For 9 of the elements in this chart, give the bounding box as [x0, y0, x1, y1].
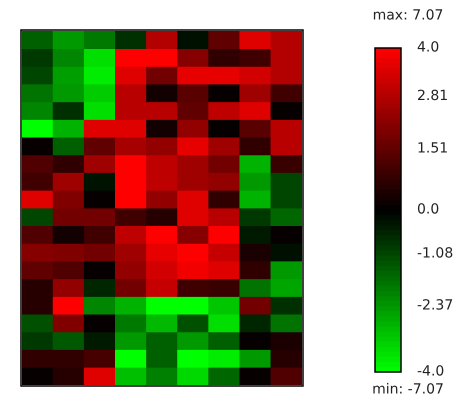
- color-bar-label: 2.81: [417, 88, 448, 104]
- color-bar-label: -2.37: [417, 298, 454, 314]
- color-bar-label: -1.08: [417, 245, 454, 262]
- text: min: -7.07: [372, 382, 444, 398]
- color-bar-label: 0.0: [417, 202, 440, 218]
- text: max: 7.07: [372, 8, 444, 24]
- color-bar-label: 1.51: [417, 140, 448, 156]
- color-bar-label: 4.0: [417, 40, 440, 56]
- color-bar-label: -4.0: [417, 364, 444, 380]
